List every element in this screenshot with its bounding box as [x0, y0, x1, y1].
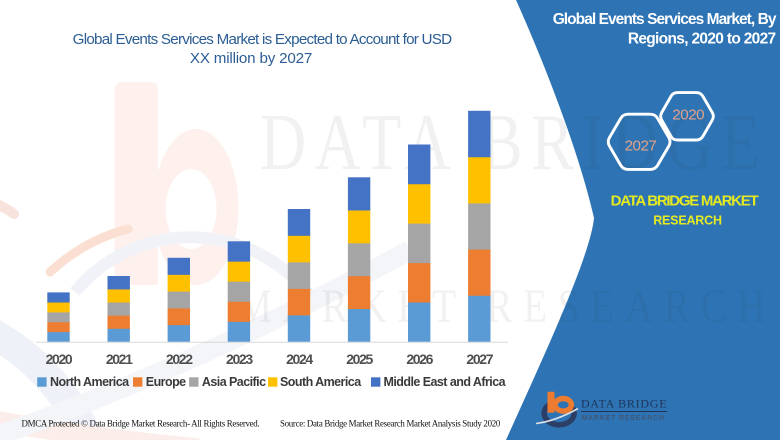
svg-text:MARKET RESEARCH: MARKET RESEARCH	[582, 415, 665, 422]
svg-text:Regions, 2020 to 2027: Regions, 2020 to 2027	[628, 31, 776, 48]
svg-text:Middle East and Africa: Middle East and Africa	[384, 375, 507, 389]
svg-text:Source: Data Bridge Market Res: Source: Data Bridge Market Research Mark…	[280, 419, 501, 429]
svg-text:MARKET RESEARCH: MARKET RESEARCH	[237, 280, 776, 332]
svg-text:2026: 2026	[406, 351, 433, 367]
svg-text:2027: 2027	[466, 351, 493, 367]
svg-text:2024: 2024	[286, 351, 313, 367]
svg-text:South America: South America	[280, 375, 362, 389]
svg-text:Global Events Services Market,: Global Events Services Market, By	[553, 11, 777, 28]
svg-text:Europe: Europe	[146, 375, 186, 389]
svg-text:North America: North America	[50, 375, 130, 389]
svg-text:2025: 2025	[346, 351, 373, 367]
svg-text:2027: 2027	[625, 138, 657, 155]
svg-text:DMCA Protected © Data Bridge M: DMCA Protected © Data Bridge Market Rese…	[22, 419, 260, 429]
svg-text:2022: 2022	[166, 351, 193, 367]
svg-text:2023: 2023	[226, 351, 253, 367]
svg-text:Global Events Services Market: Global Events Services Market is Expecte…	[73, 31, 453, 48]
svg-text:DATA BRIDGE MARKET: DATA BRIDGE MARKET	[611, 193, 759, 210]
svg-text:RESEARCH: RESEARCH	[653, 214, 722, 228]
svg-text:2020: 2020	[672, 106, 704, 123]
svg-text:DATA BRIDGE: DATA BRIDGE	[260, 97, 769, 186]
svg-text:Asia Pacific: Asia Pacific	[202, 375, 266, 389]
svg-text:2021: 2021	[106, 351, 133, 367]
svg-text:DATA BRIDGE: DATA BRIDGE	[581, 397, 667, 411]
svg-text:XX million by 2027: XX million by 2027	[190, 50, 312, 67]
svg-text:2020: 2020	[46, 351, 73, 367]
